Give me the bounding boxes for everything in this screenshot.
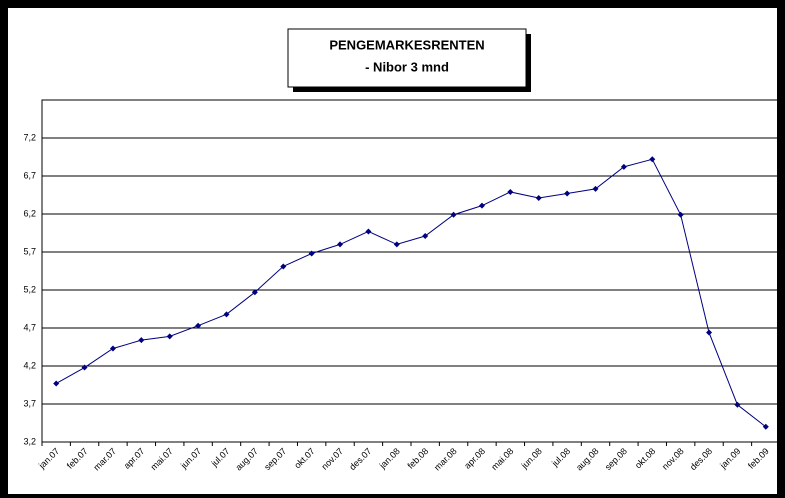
- marker: [337, 241, 344, 248]
- marker: [762, 423, 769, 430]
- marker: [393, 241, 400, 248]
- marker: [81, 364, 88, 371]
- y-tick-label: 3,7: [23, 398, 36, 408]
- y-tick-label: 4,2: [23, 360, 36, 370]
- marker: [308, 250, 315, 257]
- y-tick-label: 7,2: [23, 132, 36, 142]
- marker: [223, 311, 230, 318]
- marker: [109, 345, 116, 352]
- y-tick-label: 5,7: [23, 246, 36, 256]
- marker: [195, 322, 202, 329]
- marker: [138, 337, 145, 344]
- y-tick-label: 3,2: [23, 436, 36, 446]
- marker: [422, 233, 429, 240]
- marker: [706, 329, 713, 336]
- y-tick-label: 4,7: [23, 322, 36, 332]
- marker: [450, 211, 457, 218]
- marker: [507, 188, 514, 195]
- y-tick-label: 6,2: [23, 208, 36, 218]
- y-tick-label: 6,7: [23, 170, 36, 180]
- y-tick-label: 5,2: [23, 284, 36, 294]
- marker: [677, 211, 684, 218]
- line: [55, 158, 767, 428]
- marker: [166, 333, 173, 340]
- chart-subtitle: - Nibor 3 mnd: [365, 59, 449, 74]
- marker: [649, 156, 656, 163]
- marker: [564, 190, 571, 197]
- marker: [592, 185, 599, 192]
- marker: [365, 228, 372, 235]
- chart-title: PENGEMARKESRENTEN: [329, 37, 484, 52]
- marker: [620, 163, 627, 170]
- marker: [53, 380, 60, 387]
- title-box: [287, 28, 527, 88]
- marker: [251, 289, 258, 296]
- marker: [734, 401, 741, 408]
- marker: [535, 195, 542, 202]
- marker: [478, 202, 485, 209]
- marker: [280, 263, 287, 270]
